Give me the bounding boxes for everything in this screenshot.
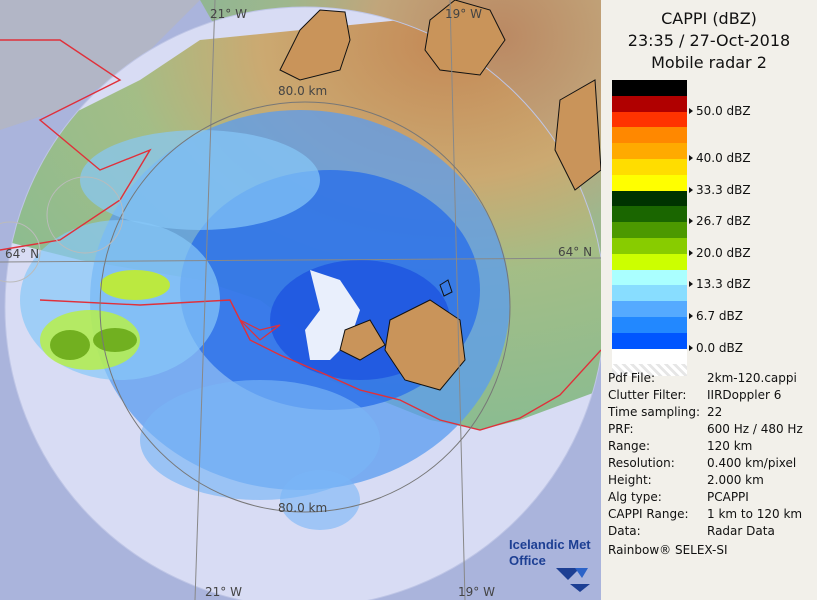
legend-swatch [612, 301, 687, 318]
product-title: CAPPI (dBZ) [661, 9, 757, 28]
logo-text: Icelandic Met [509, 537, 591, 552]
meta-value: Radar Data [707, 524, 775, 538]
legend-label: 13.3 dBZ [689, 277, 751, 291]
lon-label: 19° W [445, 7, 482, 21]
meta-key: Clutter Filter: [608, 388, 687, 402]
meta-key: PRF: [608, 422, 634, 436]
meta-value: 600 Hz / 480 Hz [707, 422, 803, 436]
meta-value: 2.000 km [707, 473, 764, 487]
legend-swatch [612, 238, 687, 254]
lon-label: 21° W [205, 585, 242, 599]
legend-label: 40.0 dBZ [689, 151, 751, 165]
legend-swatch [612, 127, 687, 144]
legend-label: 6.7 dBZ [689, 309, 743, 323]
meta-value: PCAPPI [707, 490, 749, 504]
legend-swatch [612, 253, 687, 270]
range-label: 80.0 km [278, 501, 327, 515]
legend-swatch [612, 285, 687, 302]
legend-swatch [612, 95, 687, 112]
meta-value: 2km-120.cappi [707, 371, 797, 385]
legend-swatch [612, 317, 687, 333]
radar-map: 21° W 19° W 21° W 19° W 64° N 64° N 80.0… [0, 0, 601, 600]
legend-swatch [612, 222, 687, 239]
meta-value: 0.400 km/pixel [707, 456, 797, 470]
meta-value: 120 km [707, 439, 753, 453]
info-panel: CAPPI (dBZ) 23:35 / 27-Oct-2018 Mobile r… [601, 0, 817, 600]
meta-value: IIRDoppler 6 [707, 388, 782, 402]
legend-swatch [612, 206, 687, 223]
meta-key: Data: [608, 524, 641, 538]
lon-label: 21° W [210, 7, 247, 21]
imo-logo-icon [556, 568, 590, 592]
legend-swatch [612, 143, 687, 160]
lat-label: 64° N [558, 245, 592, 259]
legend-label: 20.0 dBZ [689, 246, 751, 260]
legend-swatch [612, 111, 687, 128]
footer-credit: Rainbow® SELEX-SI [608, 543, 728, 557]
legend-label: 50.0 dBZ [689, 104, 751, 118]
legend-swatch [612, 332, 687, 349]
meta-key: Pdf File: [608, 371, 656, 385]
legend-swatch [612, 80, 687, 96]
legend-swatch [612, 159, 687, 175]
lat-label: 64° N [5, 247, 39, 261]
meta-value: 1 km to 120 km [707, 507, 803, 521]
logo-text: Office [509, 553, 546, 568]
meta-key: Height: [608, 473, 652, 487]
meta-key: Time sampling: [608, 405, 701, 419]
range-label: 80.0 km [278, 84, 327, 98]
legend-swatch [612, 174, 687, 191]
radar-title: Mobile radar 2 [651, 53, 767, 72]
legend-swatch [612, 348, 687, 365]
legend-swatch [612, 269, 687, 286]
meta-key: CAPPI Range: [608, 507, 689, 521]
meta-key: Alg type: [608, 490, 662, 504]
lon-label: 19° W [458, 585, 495, 599]
meta-value: 22 [707, 405, 723, 419]
meta-key: Range: [608, 439, 651, 453]
legend-swatch [612, 190, 687, 207]
legend-label: 33.3 dBZ [689, 183, 751, 197]
legend-nodata-swatch [612, 364, 687, 377]
legend-label: 26.7 dBZ [689, 214, 751, 228]
meta-key: Resolution: [608, 456, 675, 470]
legend-label: 0.0 dBZ [689, 341, 743, 355]
datetime-title: 23:35 / 27-Oct-2018 [627, 31, 791, 50]
